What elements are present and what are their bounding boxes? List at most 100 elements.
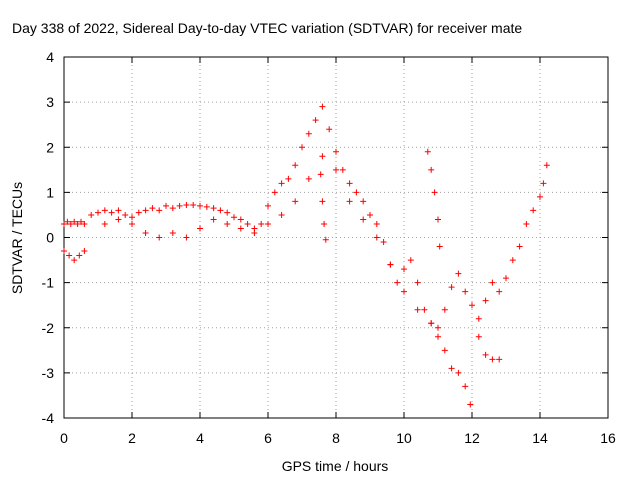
data-point-main-track	[367, 211, 373, 218]
data-point-main-track	[360, 198, 367, 205]
data-point-main-track	[448, 284, 455, 291]
data-point-main-track	[156, 207, 163, 214]
data-point-main-track	[210, 205, 217, 212]
data-point-spikes	[424, 148, 431, 155]
data-points	[61, 103, 550, 408]
data-point-main-track	[78, 218, 84, 225]
data-point-main-track	[455, 270, 462, 277]
data-point-main-track	[319, 103, 326, 110]
data-point-spikes	[321, 220, 328, 227]
data-point-main-track	[101, 207, 108, 214]
data-point-main-track	[224, 209, 231, 216]
data-point-main-track	[285, 175, 292, 182]
data-point-lower-track	[76, 252, 83, 259]
data-point-main-track	[292, 162, 299, 169]
y-tick-label: 1	[46, 184, 54, 200]
data-point-lower-track	[265, 220, 271, 227]
data-point-lower-track	[373, 234, 380, 241]
data-point-lower-track	[101, 220, 108, 227]
data-point-spikes	[317, 171, 324, 178]
y-tick-label: -1	[42, 275, 55, 291]
data-point-main-track	[67, 220, 74, 227]
data-point-lower-track	[156, 234, 163, 241]
data-point-lower-track	[251, 229, 258, 236]
data-point-main-track	[271, 189, 278, 196]
data-point-lower-track	[346, 198, 353, 205]
data-point-lower-track	[210, 216, 217, 223]
data-point-main-track	[71, 218, 78, 225]
data-point-main-track	[489, 279, 496, 286]
data-point-main-track	[380, 239, 387, 246]
data-point-lower-track	[224, 220, 231, 227]
x-tick-label: 14	[532, 430, 548, 446]
data-point-main-track	[237, 216, 244, 223]
data-point-lower-track	[115, 216, 122, 223]
x-axis-label: GPS time / hours	[282, 458, 389, 474]
data-point-main-track	[95, 209, 101, 216]
data-point-spikes	[431, 189, 438, 196]
data-point-main-track	[503, 275, 509, 282]
data-point-lower-track	[66, 252, 73, 259]
data-point-main-track	[373, 220, 380, 227]
x-tick-label: 4	[196, 430, 204, 446]
data-point-lower-track	[496, 356, 503, 363]
data-point-spikes	[319, 198, 326, 205]
data-point-spikes	[436, 243, 443, 250]
data-point-lower-track	[455, 369, 462, 376]
data-point-main-track	[540, 180, 547, 187]
data-point-lower-track	[489, 356, 496, 363]
data-point-main-track	[122, 211, 129, 218]
data-point-lower-track	[462, 383, 469, 390]
data-point-main-track	[441, 306, 448, 313]
data-point-main-track	[190, 202, 197, 209]
x-tick-label: 6	[264, 430, 272, 446]
y-tick-label: 0	[46, 230, 54, 246]
data-point-main-track	[312, 117, 319, 124]
data-point-main-track	[339, 166, 346, 173]
data-point-main-track	[244, 220, 251, 227]
data-point-lower-track	[441, 347, 448, 354]
data-point-lower-track	[305, 175, 312, 182]
x-tick-label: 16	[600, 430, 616, 446]
data-point-lower-track	[387, 261, 394, 268]
x-tick-label: 10	[396, 430, 412, 446]
data-point-main-track	[278, 180, 285, 187]
data-point-main-track	[353, 189, 360, 196]
data-point-lower-track	[183, 234, 190, 241]
data-point-main-track	[142, 207, 149, 214]
data-point-main-track	[414, 279, 421, 286]
data-point-main-track	[326, 126, 333, 133]
data-point-lower-track	[482, 351, 489, 358]
data-point-main-track	[265, 202, 271, 209]
data-point-lower-track	[475, 333, 482, 340]
data-point-spikes	[435, 216, 441, 223]
data-point-lower-track	[129, 220, 135, 227]
y-tick-label: 3	[46, 94, 54, 110]
data-point-main-track	[523, 220, 530, 227]
data-point-main-track	[305, 130, 312, 137]
y-tick-label: 2	[46, 139, 54, 155]
data-point-main-track	[183, 202, 190, 209]
data-point-main-track	[258, 220, 265, 227]
data-point-main-track	[64, 218, 71, 225]
data-point-lower-track	[428, 320, 435, 327]
y-tick-label: -2	[42, 320, 55, 336]
data-point-lower-track	[467, 401, 474, 408]
data-point-main-track	[401, 266, 407, 273]
x-tick-label: 8	[332, 430, 340, 446]
y-tick-label: -3	[42, 365, 55, 381]
data-point-lower-track	[448, 365, 455, 372]
data-point-main-track	[169, 205, 176, 212]
data-point-main-track	[197, 202, 203, 209]
y-tick-label: -4	[42, 410, 55, 426]
chart-title: Day 338 of 2022, Sidereal Day-to-day VTE…	[12, 20, 522, 36]
data-point-lower-track	[61, 248, 67, 255]
data-point-main-track	[88, 211, 95, 218]
data-point-lower-track	[435, 333, 441, 340]
data-point-lower-track	[142, 229, 149, 236]
data-point-main-track	[421, 306, 428, 313]
data-point-main-track	[81, 220, 88, 227]
data-point-main-track	[469, 302, 475, 309]
